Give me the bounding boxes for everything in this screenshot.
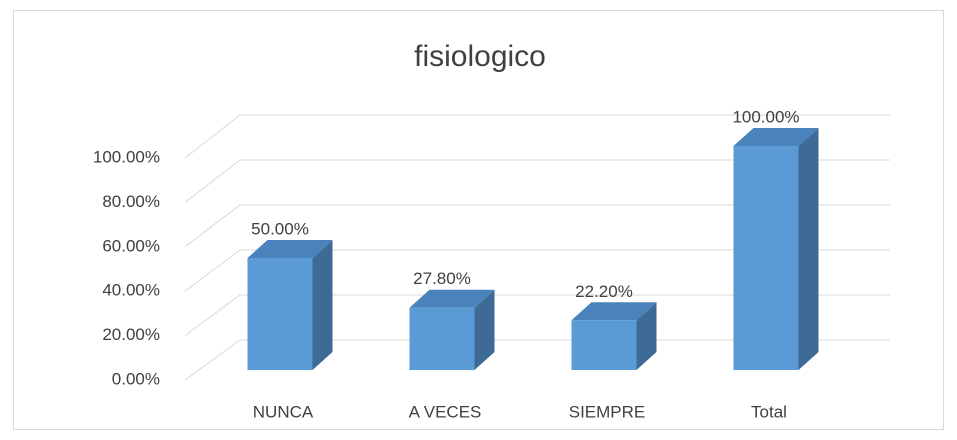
y-tick-label: 0.00%	[112, 369, 160, 388]
bar-side	[798, 128, 819, 370]
bar	[247, 240, 333, 370]
bar-top	[247, 240, 333, 258]
grid-line	[184, 114, 890, 159]
bar-top	[409, 289, 495, 308]
y-tick-label: 60.00%	[102, 236, 160, 255]
bar-front	[409, 307, 475, 370]
grid-line	[184, 294, 890, 337]
x-tick-label: A VECES	[409, 402, 482, 421]
bar-side	[636, 302, 657, 370]
bar-front	[571, 320, 637, 370]
y-tick-label: 100.00%	[93, 147, 160, 166]
y-tick-label: 20.00%	[102, 325, 160, 344]
bar-side	[474, 289, 495, 370]
data-label: 27.80%	[413, 269, 471, 288]
grid-line	[184, 159, 890, 203]
y-tick-label: 40.00%	[102, 281, 160, 300]
x-tick-label: SIEMPRE	[569, 402, 646, 421]
y-tick-label: 80.00%	[102, 192, 160, 211]
grid-line	[184, 249, 890, 292]
grid-line	[184, 339, 890, 381]
bar-side	[312, 240, 333, 370]
data-label: 22.20%	[575, 282, 633, 301]
bar-front	[247, 258, 313, 370]
data-label: 100.00%	[732, 107, 799, 126]
x-tick-label: NUNCA	[253, 402, 314, 421]
grid-line	[184, 204, 890, 248]
chart-title: fisiologico	[414, 40, 546, 73]
data-label: 50.00%	[251, 219, 309, 238]
bar-top	[571, 302, 657, 321]
x-tick-label: Total	[751, 402, 787, 421]
bar	[733, 128, 819, 370]
bar-top	[733, 128, 819, 146]
bar	[571, 302, 657, 370]
bar-front	[733, 146, 799, 370]
bar	[409, 289, 495, 370]
